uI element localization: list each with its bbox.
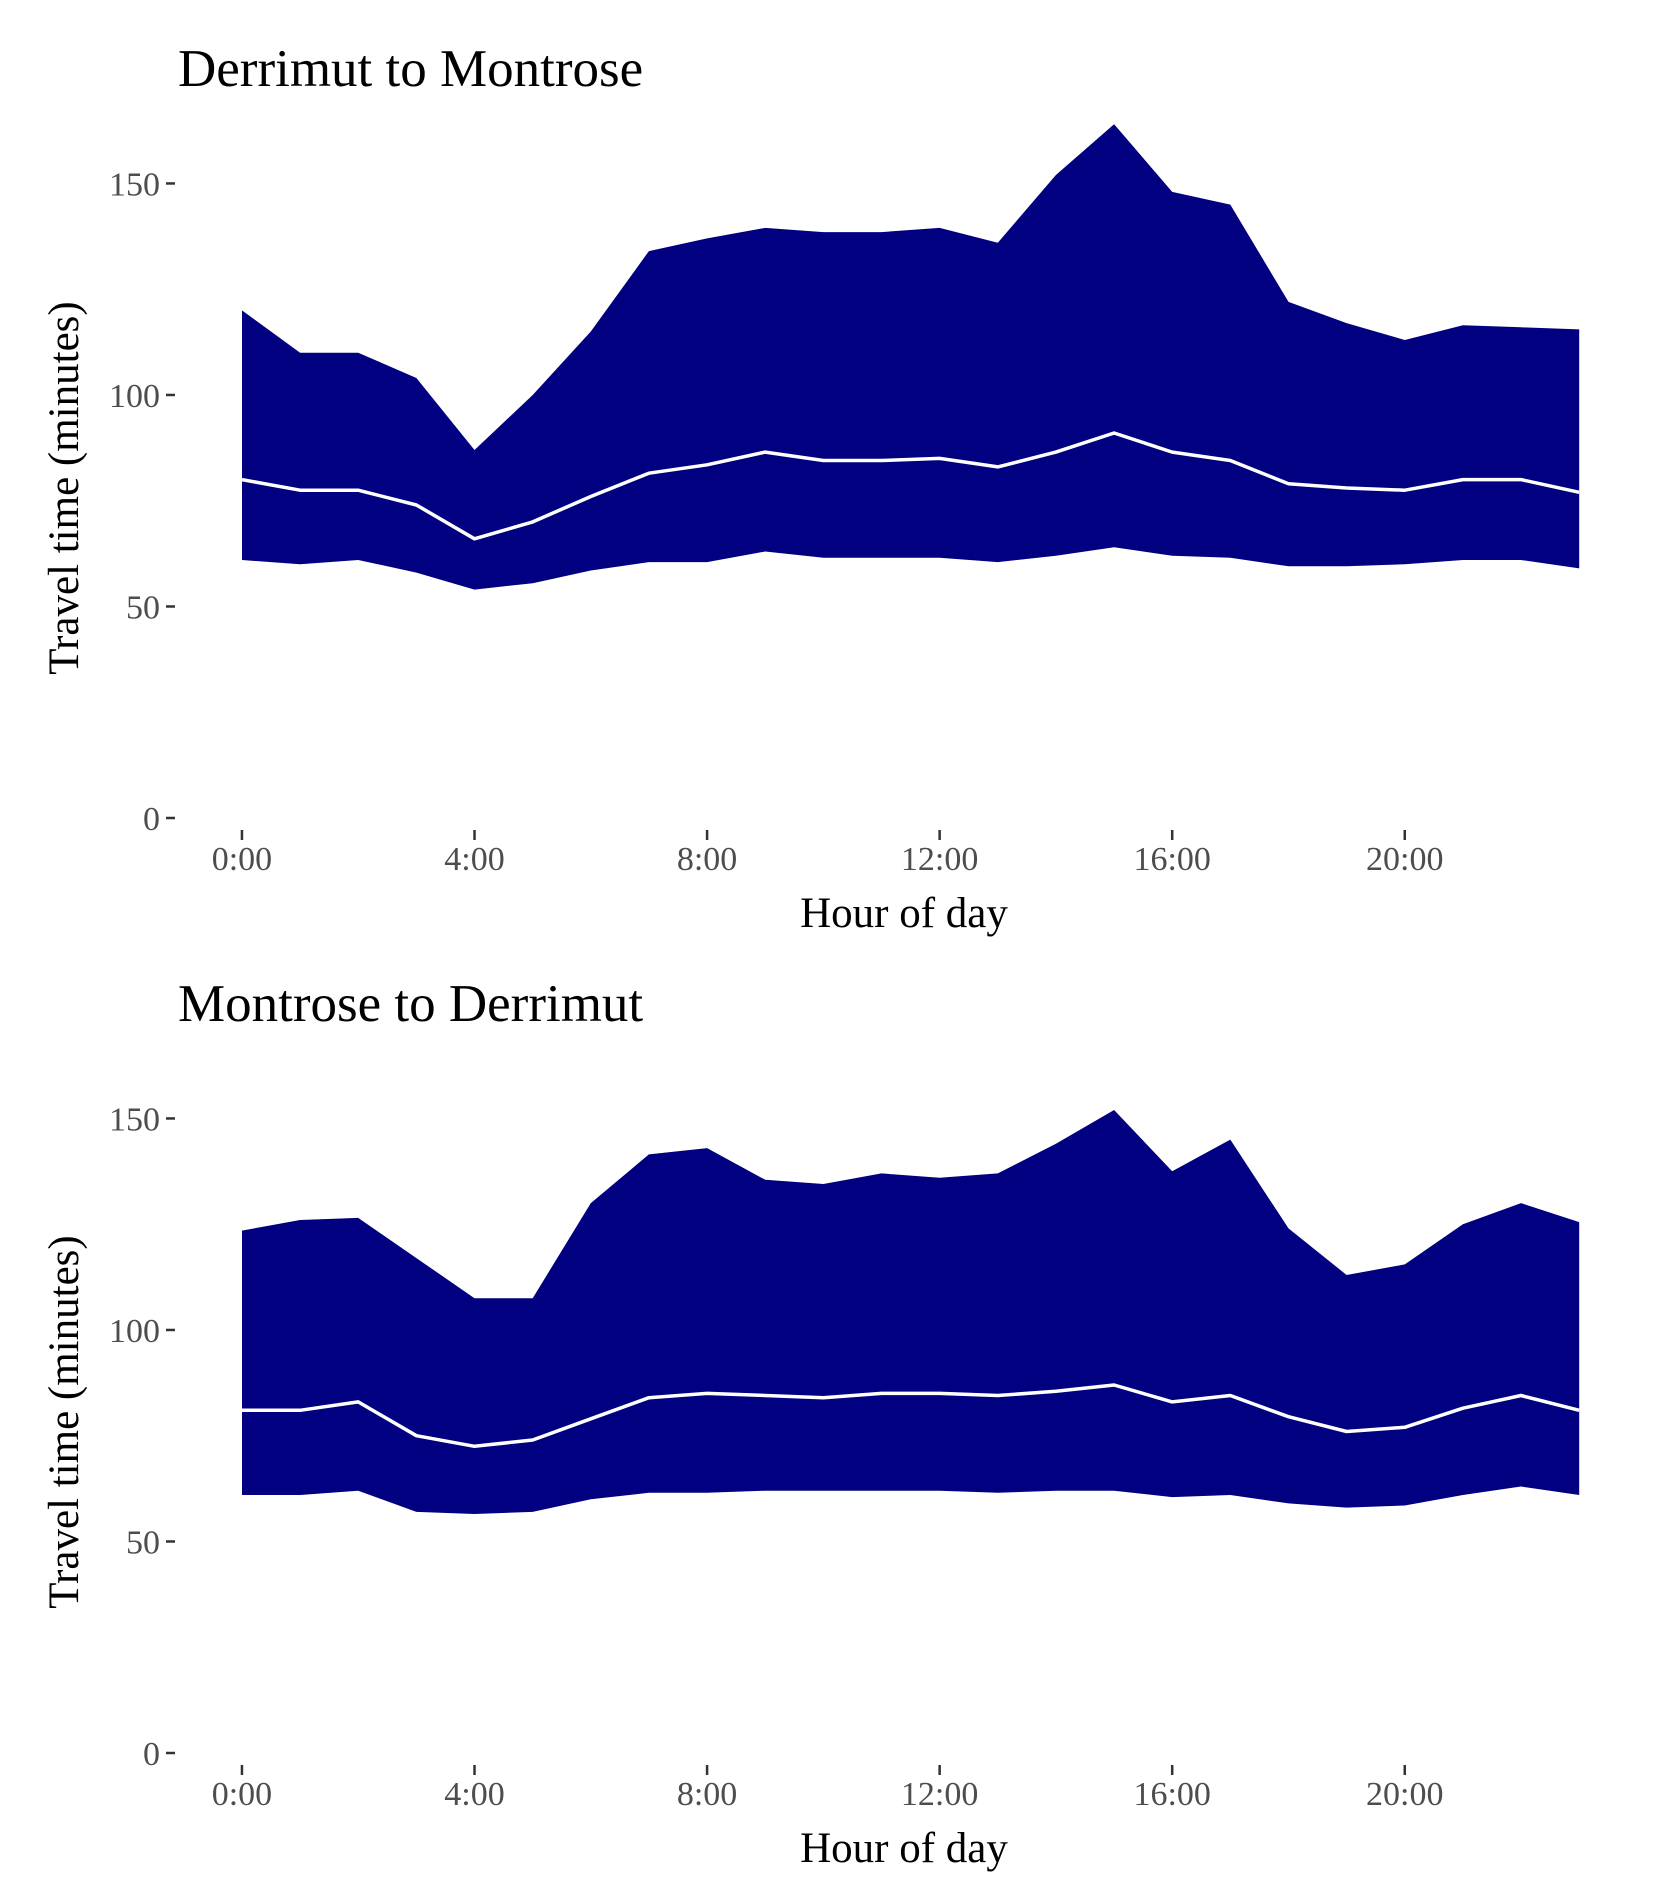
y-tick-label: 0 [143, 801, 160, 838]
y-tick-label: 50 [126, 1524, 160, 1561]
chart-title: Montrose to Derrimut [178, 975, 643, 1033]
y-axis-title: Travel time (minutes) [41, 301, 88, 674]
y-tick-label: 100 [109, 378, 160, 415]
x-axis-title: Hour of day [800, 1825, 1008, 1872]
x-tick-label: 8:00 [677, 1776, 737, 1813]
plot-area: 0 50 100 150 0:00 4:00 8:00 12:00 16:00 20:00 [109, 1101, 1580, 1813]
x-tick-label: 20:00 [1366, 841, 1443, 878]
band-area [242, 124, 1580, 590]
chart-derrimut-to-montrose: Derrimut to Montrose Travel time (minute… [41, 40, 1580, 937]
y-tick-label: 50 [126, 589, 160, 626]
x-axis-title: Hour of day [800, 890, 1008, 937]
chart-title: Derrimut to Montrose [178, 40, 643, 98]
median-line [241, 431, 1580, 541]
x-tick-label: 12:00 [901, 1776, 978, 1813]
x-tick-label: 20:00 [1366, 1776, 1443, 1813]
y-axis-title: Travel time (minutes) [41, 1235, 88, 1608]
y-tick-label: 150 [109, 1101, 160, 1138]
x-tick-label: 4:00 [444, 841, 504, 878]
x-tick-label: 0:00 [212, 1776, 272, 1813]
median-line [242, 1383, 1580, 1449]
plot-area: 0 50 100 150 0:00 4:00 8:00 12:00 16:00 20:00 [109, 124, 1580, 878]
y-tick-label: 150 [109, 166, 160, 203]
x-tick-label: 0:00 [212, 841, 272, 878]
y-tick-label: 0 [143, 1736, 160, 1773]
x-tick-label: 16:00 [1133, 1776, 1210, 1813]
x-tick-label: 16:00 [1133, 841, 1210, 878]
x-tick-label: 8:00 [677, 841, 737, 878]
band-area [242, 1110, 1580, 1514]
x-tick-label: 4:00 [444, 1776, 504, 1813]
y-tick-label: 100 [109, 1313, 160, 1350]
x-tick-label: 12:00 [901, 841, 978, 878]
chart-montrose-to-derrimut: Montrose to Derrimut Travel time (minute… [41, 975, 1580, 1872]
